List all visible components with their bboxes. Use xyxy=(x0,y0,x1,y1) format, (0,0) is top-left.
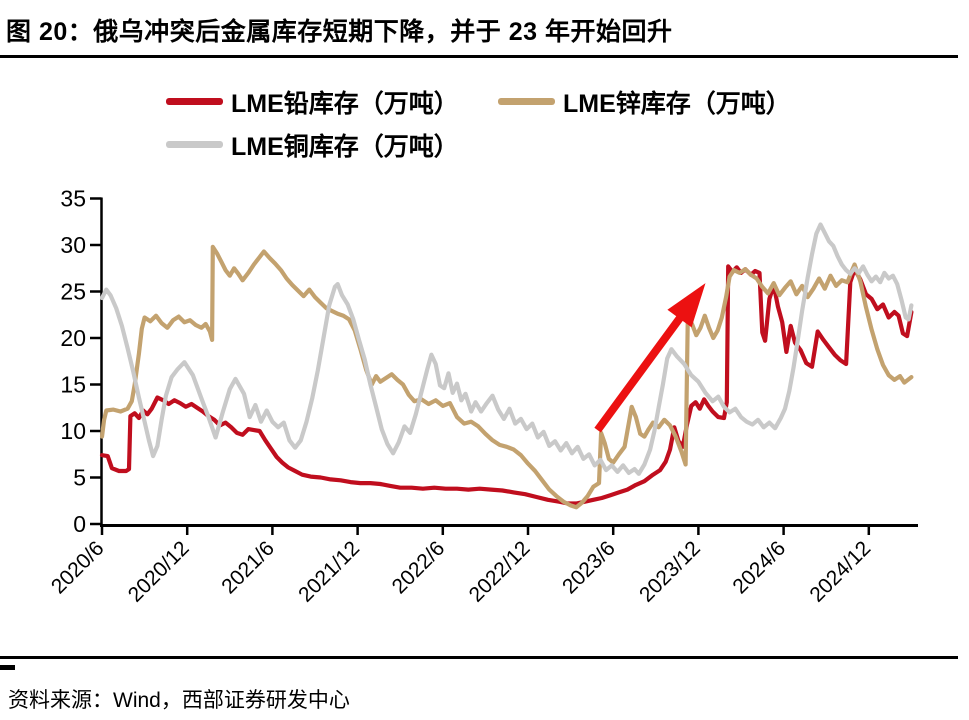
series-line-copper xyxy=(99,222,914,476)
chart-legend: LME铅库存（万吨） LME锌库存（万吨） LME铜库存（万吨） xyxy=(166,80,791,166)
annotation-arrow-shaft xyxy=(594,309,688,433)
x-axis-tick-label: 2022/12 xyxy=(465,537,535,607)
title-divider-line xyxy=(0,55,958,58)
x-axis-tick-label: 2023/12 xyxy=(635,537,705,607)
y-axis-tick-label: 25 xyxy=(60,279,86,305)
x-axis-tick-label: 2022/6 xyxy=(388,537,450,599)
x-axis-tick-label: 2020/12 xyxy=(124,537,194,607)
y-axis-tick-label: 15 xyxy=(60,372,86,398)
legend-row-1: LME铅库存（万吨） LME锌库存（万吨） xyxy=(166,80,791,123)
legend-item-copper: LME铜库存（万吨） xyxy=(166,127,498,163)
annotation-arrowhead xyxy=(667,283,706,328)
legend-item-lead: LME铅库存（万吨） xyxy=(166,84,498,120)
x-axis-tick-label: 2023/6 xyxy=(558,537,620,599)
series-line-zinc xyxy=(99,244,914,510)
x-axis-tick-label: 2024/6 xyxy=(728,537,790,599)
legend-label-zinc: LME锌库存（万吨） xyxy=(563,89,791,118)
copper-line-swatch xyxy=(166,141,223,148)
legend-row-2: LME铜库存（万吨） xyxy=(166,123,791,166)
y-axis-tick-label: 20 xyxy=(60,325,86,351)
x-axis-tick-label: 2024/12 xyxy=(805,537,875,607)
divider-notch xyxy=(0,665,15,670)
y-axis-tick-label: 10 xyxy=(60,418,86,444)
x-axis-tick-label: 2021/12 xyxy=(294,537,364,607)
zinc-line-swatch xyxy=(498,98,555,105)
lead-line-swatch xyxy=(166,98,223,105)
y-axis-tick-label: 35 xyxy=(60,186,86,212)
data-source-text: 资料来源：Wind，西部证券研发中心 xyxy=(8,689,350,712)
legend-label-copper: LME铜库存（万吨） xyxy=(231,132,459,161)
source-divider-line xyxy=(0,656,958,659)
figure-title: 图 20：俄乌冲突后金属库存短期下降，并于 23 年开始回升 xyxy=(6,18,673,46)
y-axis-tick-label: 0 xyxy=(73,511,86,537)
y-axis-tick-label: 5 xyxy=(73,465,86,491)
x-axis-tick-label: 2021/6 xyxy=(217,537,279,599)
x-axis-tick-label: 2020/6 xyxy=(47,537,109,599)
legend-label-lead: LME铅库存（万吨） xyxy=(231,89,459,118)
y-axis-tick-label: 30 xyxy=(60,232,86,258)
legend-item-zinc: LME锌库存（万吨） xyxy=(498,84,791,120)
